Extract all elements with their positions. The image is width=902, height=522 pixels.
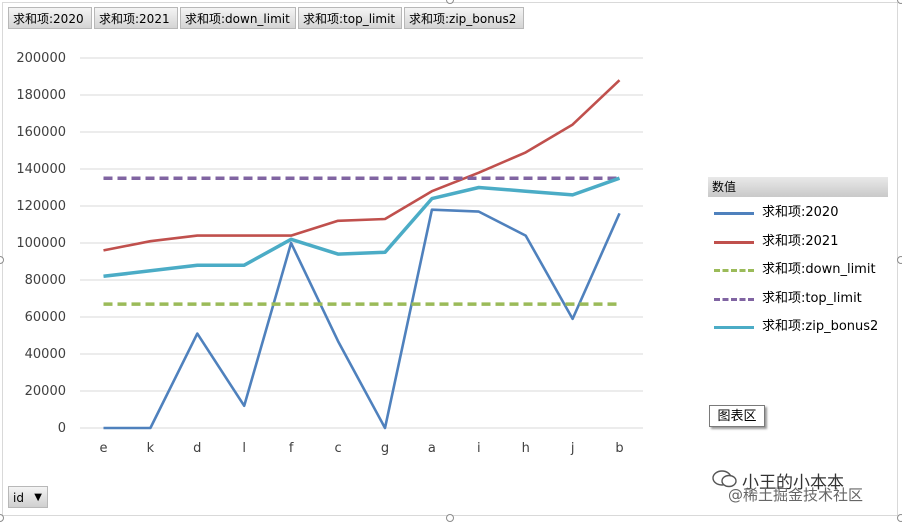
series-line-1[interactable]	[104, 80, 620, 250]
gridlines	[80, 58, 643, 428]
legend-label: 求和项:zip_bonus2	[762, 317, 878, 337]
axis-field-label: id	[13, 491, 24, 505]
y-tick-label: 140000	[16, 162, 66, 177]
x-tick-label: j	[570, 441, 575, 456]
x-tick-label: f	[289, 441, 294, 456]
y-tick-label: 0	[58, 421, 66, 436]
dropdown-arrow-icon: ▼	[34, 487, 42, 509]
axis-field-button-id[interactable]: id ▼	[8, 486, 48, 508]
watermark: 小王的小本本 @稀土掘金技术社区	[712, 468, 892, 508]
series-line-0[interactable]	[104, 210, 620, 428]
legend-label: 求和项:top_limit	[762, 289, 862, 309]
legend-swatch	[714, 298, 754, 301]
y-tick-label: 120000	[16, 199, 66, 214]
series-line-4[interactable]	[104, 178, 620, 276]
y-tick-label: 180000	[16, 88, 66, 103]
legend-label: 求和项:2020	[762, 203, 838, 223]
y-tick-label: 60000	[25, 310, 66, 325]
legend-swatch	[714, 212, 754, 215]
y-tick-label: 80000	[25, 273, 66, 288]
y-tick-label: 200000	[16, 51, 66, 66]
y-tick-label: 20000	[25, 384, 66, 399]
x-tick-label: l	[242, 441, 246, 456]
legend-swatch	[714, 326, 754, 329]
legend-title[interactable]: 数值	[708, 177, 888, 197]
y-tick-label: 160000	[16, 125, 66, 140]
x-tick-label: g	[381, 441, 389, 456]
x-tick-label: e	[99, 441, 107, 456]
y-tick-label: 40000	[25, 347, 66, 362]
legend-label: 求和项:down_limit	[762, 260, 876, 280]
x-tick-label: h	[522, 441, 530, 456]
y-tick-label: 100000	[16, 236, 66, 251]
legend-label: 求和项:2021	[762, 232, 838, 252]
watermark-text-2: @稀土掘金技术社区	[728, 484, 863, 505]
x-tick-label: a	[428, 441, 436, 456]
legend-swatch	[714, 241, 754, 244]
x-tick-label: k	[147, 441, 155, 456]
legend-swatch	[714, 269, 754, 272]
x-tick-label: i	[477, 441, 481, 456]
x-tick-label: d	[193, 441, 201, 456]
x-tick-label: b	[615, 441, 623, 456]
y-axis-ticks: 0 20000 40000 60000 80000 100000 120000 140000 1…	[16, 51, 66, 436]
x-tick-label: c	[334, 441, 341, 456]
chart-area-button[interactable]: 图表区	[709, 405, 765, 427]
